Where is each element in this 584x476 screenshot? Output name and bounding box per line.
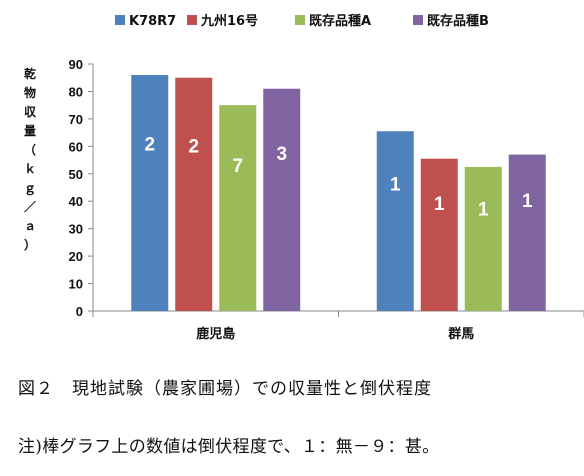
y-axis-label-char: ｋ xyxy=(24,162,36,176)
y-tick-label: 10 xyxy=(69,277,83,292)
bar-data-label: 7 xyxy=(232,156,243,177)
y-tick-label: 20 xyxy=(69,249,83,264)
legend-label: K78R7 xyxy=(129,14,176,29)
bar-data-label: 3 xyxy=(276,144,287,165)
y-axis-label-char: 物 xyxy=(24,85,36,100)
bar xyxy=(131,74,169,311)
y-axis-label-char: ａ xyxy=(24,219,36,233)
legend-swatch xyxy=(115,15,125,25)
bar-data-label: 2 xyxy=(188,136,199,157)
y-axis-label-char: 量 xyxy=(24,124,36,138)
bar-data-label: 1 xyxy=(522,191,533,212)
bar xyxy=(376,131,414,311)
bar xyxy=(175,77,213,311)
y-axis: 0 10 20 30 40 50 60 70 80 90 xyxy=(69,57,94,319)
legend-swatch xyxy=(413,15,423,25)
bar-data-label: 2 xyxy=(144,134,155,155)
legend-swatch xyxy=(295,15,305,25)
y-tick-label: 80 xyxy=(69,84,83,99)
bar-data-label: 1 xyxy=(434,194,445,215)
legend: K78R7 九州16号 既存品種A 既存品種B xyxy=(115,13,489,29)
figure-caption: 図２ 現地試験（農家圃場）での収量性と倒伏程度 xyxy=(18,379,432,399)
y-tick-label: 0 xyxy=(76,304,83,319)
y-tick-label: 90 xyxy=(69,57,83,72)
y-tick-label: 40 xyxy=(69,194,83,209)
y-tick-label: 50 xyxy=(69,167,83,182)
legend-label: 既存品種A xyxy=(309,13,371,29)
x-axis: 鹿児島 群馬 xyxy=(92,310,584,342)
y-axis-label-char: ｇ xyxy=(24,181,36,196)
bar xyxy=(219,105,257,312)
bar xyxy=(420,158,458,311)
y-axis-label-char: 乾 xyxy=(24,66,36,81)
bar-data-label: 1 xyxy=(478,200,489,221)
y-tick-label: 30 xyxy=(69,222,83,237)
y-axis-label-char: 収 xyxy=(24,105,37,119)
y-axis-label-char: ／ xyxy=(24,199,36,214)
y-axis-label-char: （ xyxy=(24,142,36,157)
bar xyxy=(508,154,546,311)
figure-note: 注)棒グラフ上の数値は倒伏程度で、１：無－９：甚。 xyxy=(18,437,440,457)
legend-swatch xyxy=(187,15,197,25)
y-axis-label-char: ） xyxy=(24,237,36,252)
x-category-label: 鹿児島 xyxy=(196,326,235,342)
bar xyxy=(464,166,502,311)
bars: 2 2 7 3 1 1 1 1 xyxy=(131,74,546,312)
bar xyxy=(263,88,301,311)
x-category-label: 群馬 xyxy=(448,326,474,342)
y-tick-label: 60 xyxy=(69,139,83,154)
y-tick-label: 70 xyxy=(69,112,83,127)
legend-label: 九州16号 xyxy=(200,14,258,29)
bar-data-label: 1 xyxy=(390,174,401,195)
legend-label: 既存品種B xyxy=(427,13,489,29)
